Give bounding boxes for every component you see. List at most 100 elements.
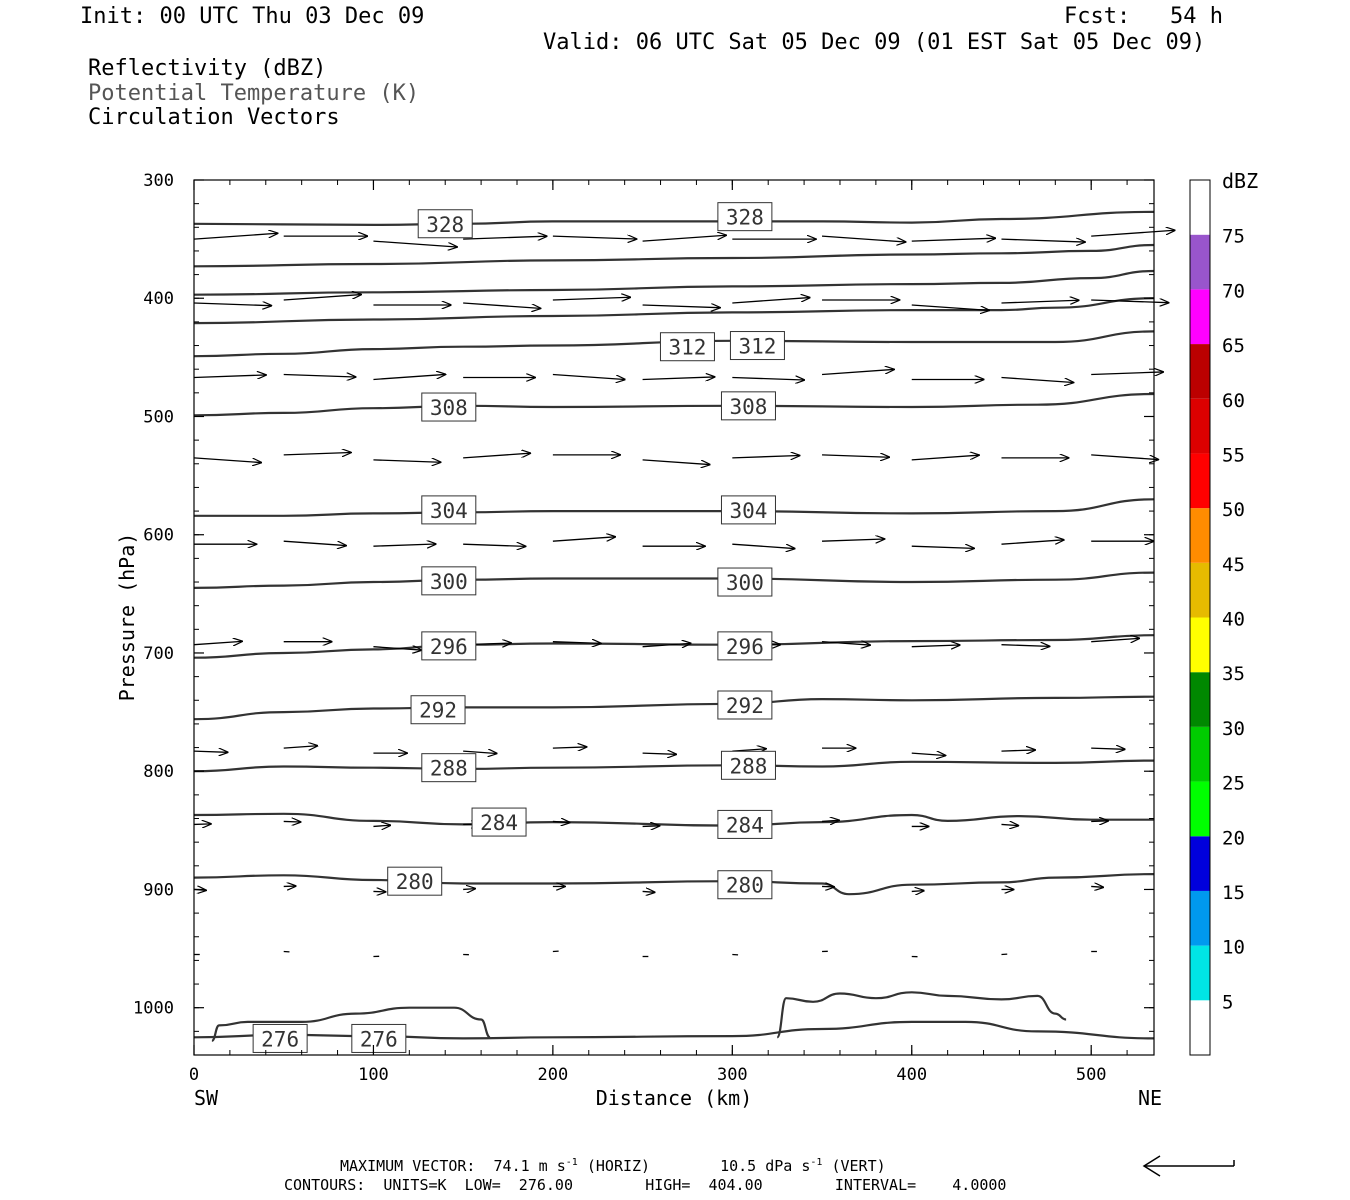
colorbar-swatch bbox=[1190, 726, 1210, 782]
exp-horiz: -1 bbox=[565, 1157, 578, 1168]
x-tick-label: 200 bbox=[538, 1065, 569, 1085]
colorbar-label: 40 bbox=[1222, 609, 1245, 631]
contour-label-box bbox=[421, 495, 477, 525]
contour-label-box bbox=[387, 866, 443, 896]
contour-label-box bbox=[659, 332, 715, 362]
circulation-vector bbox=[642, 305, 720, 308]
contour-label: 296 bbox=[726, 635, 764, 659]
circulation-vector bbox=[911, 891, 924, 892]
circulation-vector bbox=[642, 826, 660, 827]
x-tick-label: 0 bbox=[189, 1065, 199, 1085]
contour-labels: 328 328 312 312 308 308 304 304 300 300 296 296 292 2… bbox=[252, 202, 785, 1053]
circulation-vector bbox=[1091, 300, 1168, 303]
contour-label: 276 bbox=[261, 1027, 299, 1051]
circulation-vector bbox=[193, 303, 271, 306]
colorbar-swatch bbox=[1190, 945, 1210, 1001]
contour-label: 328 bbox=[726, 206, 764, 230]
colorbar: 5 10 15 20 25 30 35 40 45 50 55 60 65 70 75 bbox=[1189, 179, 1245, 1056]
contour-label-box bbox=[720, 495, 776, 525]
circulation-vector bbox=[1091, 230, 1174, 237]
circulation-vector bbox=[193, 824, 211, 825]
legend-theta: Potential Temperature (K) bbox=[88, 81, 420, 106]
theta-contour-280 bbox=[193, 873, 1155, 896]
contour-label-box bbox=[717, 567, 773, 597]
circulation-vector bbox=[732, 298, 809, 304]
theta-contour-324 bbox=[193, 243, 1155, 268]
circulation-vector bbox=[552, 747, 587, 748]
contour-info: CONTOURS: UNITS=K LOW= 276.00 HIGH= 404.… bbox=[284, 1176, 1007, 1194]
theta-contour-288 bbox=[193, 759, 1155, 773]
circulation-vector bbox=[373, 544, 435, 546]
circulation-vector bbox=[911, 238, 995, 241]
colorbar-label: 30 bbox=[1222, 718, 1245, 740]
colorbar-swatch bbox=[1190, 672, 1210, 727]
contour-label: 284 bbox=[480, 811, 518, 835]
circulation-vector bbox=[732, 456, 799, 458]
max-vector-horiz: MAXIMUM VECTOR: 74.1 m s bbox=[340, 1157, 566, 1175]
contour-label-box bbox=[421, 392, 477, 422]
circulation-vector bbox=[821, 642, 870, 645]
max-vector-horiz-unit: (HORIZ) bbox=[577, 1157, 651, 1175]
circulation-vector bbox=[732, 543, 794, 548]
contour-label-box bbox=[717, 809, 773, 839]
contour-label: 304 bbox=[430, 499, 468, 523]
axes: 0 100 200 300 400 500 300 400 500 600 700 800 900 100… bbox=[133, 171, 1154, 1085]
circulation-vector bbox=[642, 891, 655, 892]
contour-label: 312 bbox=[668, 336, 706, 360]
circulation-vector bbox=[283, 746, 318, 748]
circulation-vector bbox=[642, 753, 677, 754]
contour-label-box bbox=[720, 750, 776, 780]
contour-label: 276 bbox=[360, 1027, 398, 1051]
contour-label: 292 bbox=[726, 694, 764, 718]
contour-label-box bbox=[252, 1023, 308, 1053]
circulation-vector bbox=[821, 820, 839, 821]
circulation-vector bbox=[373, 647, 421, 650]
contour-label-box bbox=[421, 566, 477, 596]
colorbar-swatch bbox=[1190, 1000, 1210, 1055]
contour-label: 328 bbox=[426, 213, 464, 237]
circulation-vector bbox=[552, 537, 615, 542]
colorbar-swatch bbox=[1190, 781, 1210, 837]
contour-label: 292 bbox=[419, 699, 457, 723]
colorbar-label: 45 bbox=[1222, 554, 1245, 576]
x-axis-right-end: NE bbox=[1138, 1086, 1162, 1110]
contour-label-box bbox=[717, 870, 773, 900]
echo-outlines bbox=[211, 991, 1067, 1042]
theta-contour-300 bbox=[193, 571, 1155, 589]
contour-label-box bbox=[717, 631, 773, 661]
colorbar-label: 10 bbox=[1222, 937, 1245, 959]
circulation-vector bbox=[1001, 750, 1035, 751]
circulation-vector bbox=[642, 235, 726, 242]
circulation-vector bbox=[193, 457, 261, 463]
circulation-vector bbox=[821, 369, 894, 376]
circulation-vector bbox=[911, 645, 960, 647]
exp-vert: -1 bbox=[810, 1157, 823, 1168]
circulation-vector bbox=[732, 377, 804, 380]
contour-label: 284 bbox=[726, 813, 764, 837]
colorbar-swatch bbox=[1190, 508, 1210, 563]
theta-contour-328 bbox=[193, 210, 1155, 227]
circulation-vector bbox=[463, 751, 497, 753]
y-tick-label: 500 bbox=[143, 407, 174, 427]
colorbar-label: 25 bbox=[1222, 773, 1245, 795]
colorbar-unit: dBZ bbox=[1222, 169, 1258, 193]
contour-label: 288 bbox=[430, 757, 468, 781]
y-tick-label: 800 bbox=[143, 762, 174, 782]
circulation-vector bbox=[1001, 540, 1063, 545]
init-time: Init: 00 UTC Thu 03 Dec 09 bbox=[80, 4, 425, 29]
echo-outline-1 bbox=[211, 1006, 491, 1042]
contour-label: 308 bbox=[430, 396, 468, 420]
colorbar-frame bbox=[1189, 179, 1211, 1056]
x-axis-label: Distance (km) bbox=[596, 1086, 753, 1110]
circulation-vector bbox=[1091, 821, 1108, 822]
colorbar-label: 55 bbox=[1222, 444, 1245, 466]
y-tick-label: 300 bbox=[143, 171, 174, 191]
contour-label: 288 bbox=[729, 754, 767, 778]
colorbar-label: 75 bbox=[1222, 226, 1245, 248]
colorbar-label: 65 bbox=[1222, 335, 1245, 357]
colorbar-label: 20 bbox=[1222, 827, 1245, 849]
circulation-vector bbox=[1091, 748, 1125, 749]
circulation-vector bbox=[373, 460, 440, 462]
circulation-vector bbox=[911, 455, 979, 461]
